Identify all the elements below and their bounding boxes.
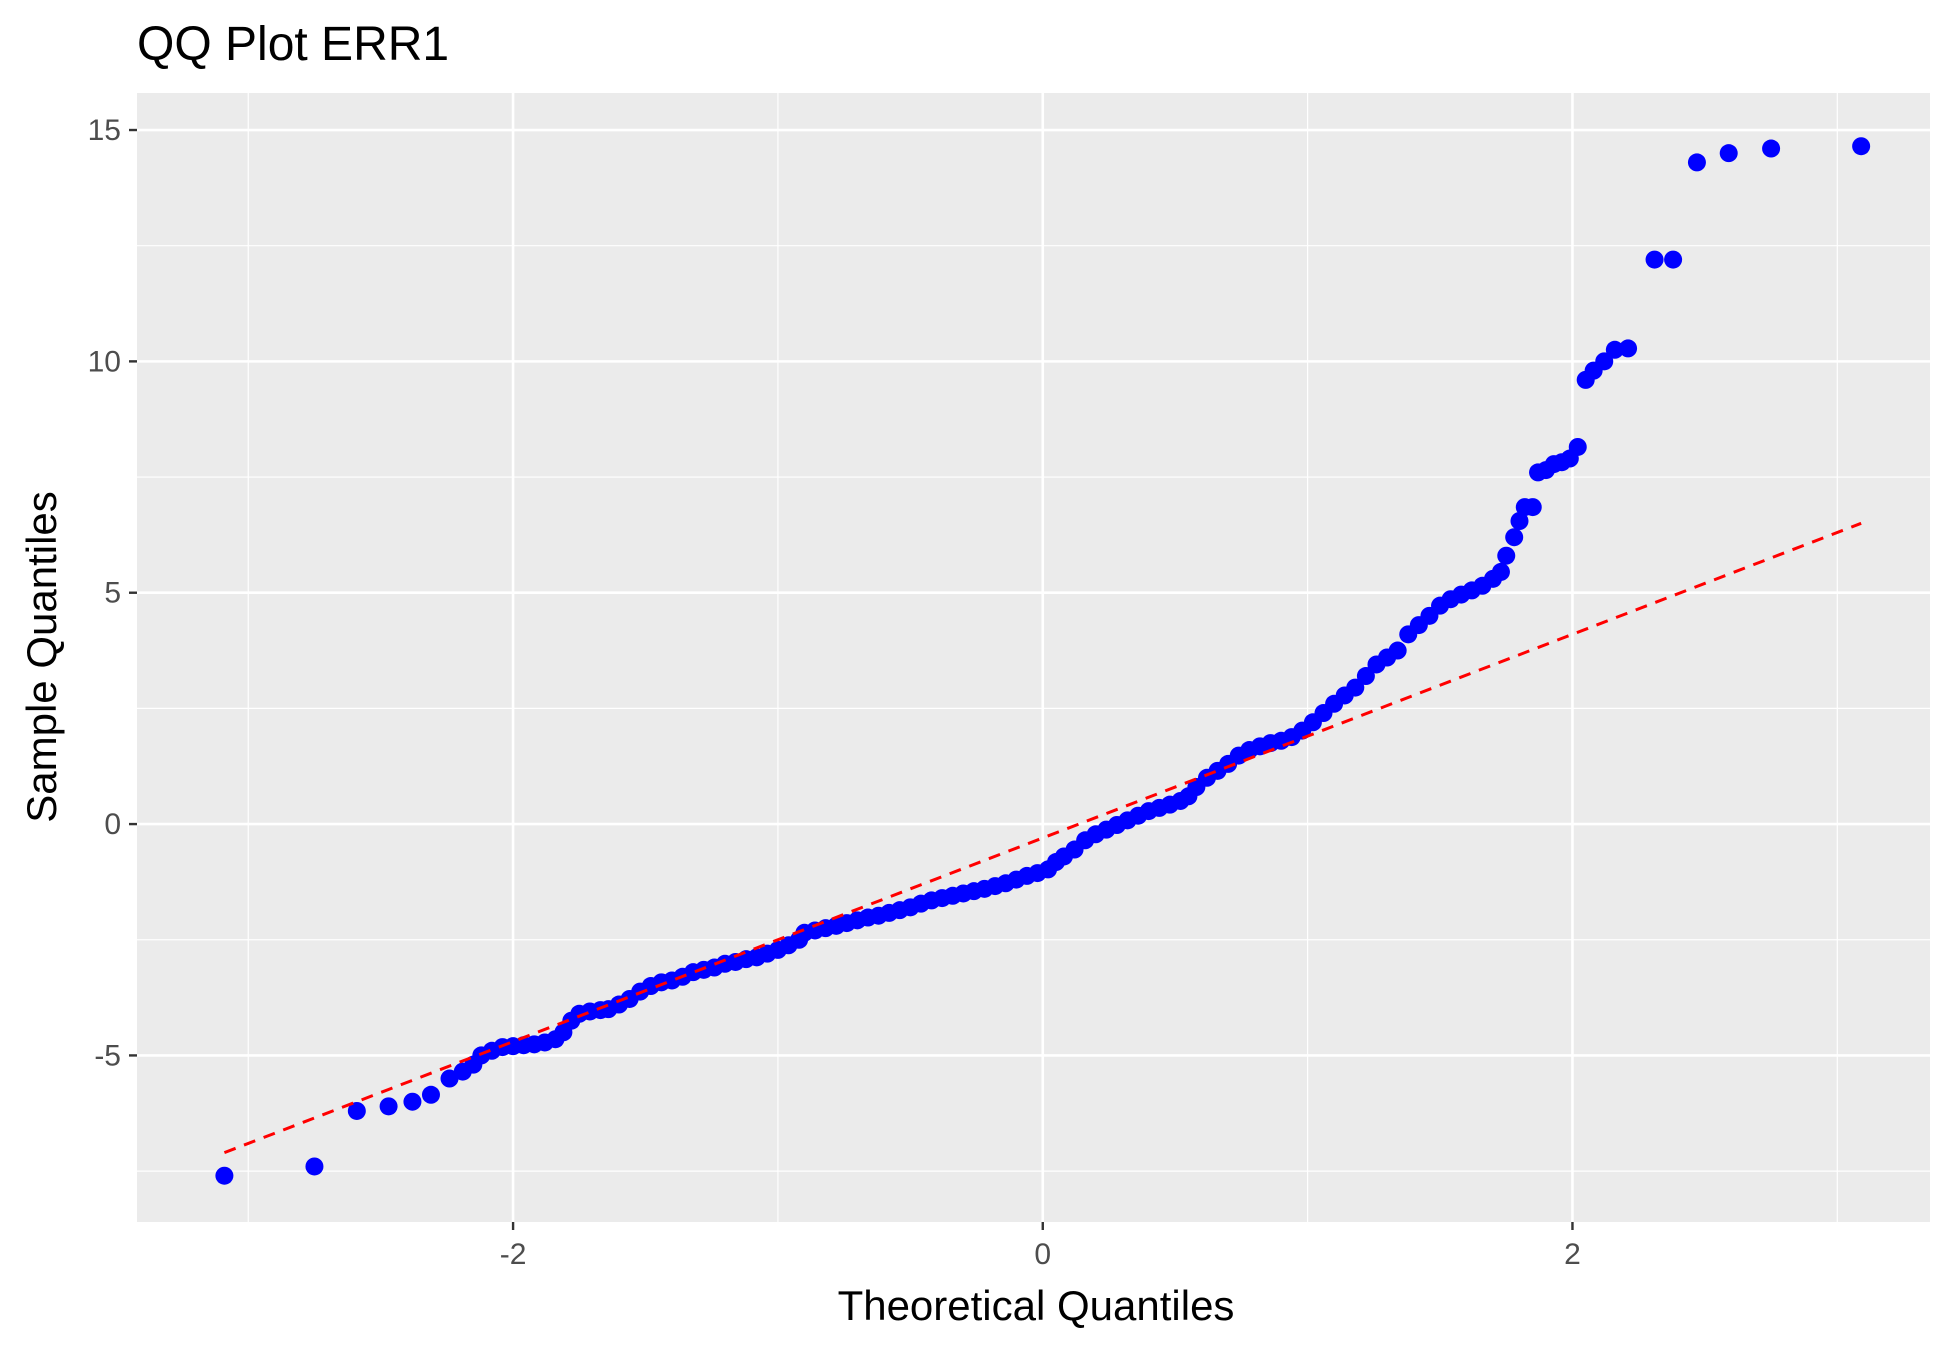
data-point — [1595, 352, 1614, 371]
axis-ticks — [129, 128, 1574, 1230]
plot-panel — [137, 93, 1930, 1222]
y-axis-title: Sample Quantiles — [18, 491, 65, 823]
data-point — [1346, 678, 1365, 697]
y-tick-label: -5 — [94, 1039, 121, 1072]
data-point — [1356, 667, 1375, 686]
axis-tick-labels: -2 0 2 -5 0 5 10 15 — [88, 114, 1581, 1271]
data-point — [215, 1166, 234, 1185]
data-point — [1491, 562, 1510, 581]
data-point — [1568, 437, 1587, 456]
x-tick-label: 2 — [1564, 1238, 1581, 1271]
data-point — [1719, 144, 1738, 163]
data-point — [1664, 250, 1683, 269]
data-point — [1619, 339, 1638, 358]
data-point — [1523, 498, 1542, 517]
data-point — [379, 1097, 398, 1116]
y-tick-label: 0 — [104, 808, 121, 841]
data-point — [1645, 250, 1664, 269]
chart-title: QQ Plot ERR1 — [137, 18, 449, 71]
y-tick-label: 10 — [88, 345, 121, 378]
y-tick-label: 15 — [88, 114, 121, 147]
x-axis-title: Theoretical Quantiles — [838, 1282, 1235, 1329]
data-point — [440, 1069, 459, 1088]
data-point — [1762, 139, 1781, 158]
data-point — [1505, 528, 1524, 547]
data-point — [1605, 340, 1624, 359]
sample-points — [215, 137, 1871, 1185]
grid-major — [137, 93, 1930, 1222]
data-point — [305, 1157, 324, 1176]
data-point — [1388, 641, 1407, 660]
data-point — [1497, 546, 1516, 565]
grid-minor — [137, 93, 1930, 1222]
data-point — [1510, 512, 1529, 531]
data-point — [347, 1101, 366, 1120]
data-point — [403, 1092, 422, 1111]
data-point — [421, 1085, 440, 1104]
x-tick-label: -2 — [500, 1238, 527, 1271]
data-point — [1687, 153, 1706, 172]
data-point — [1852, 137, 1871, 156]
x-tick-label: 0 — [1034, 1238, 1051, 1271]
y-tick-label: 5 — [104, 577, 121, 610]
